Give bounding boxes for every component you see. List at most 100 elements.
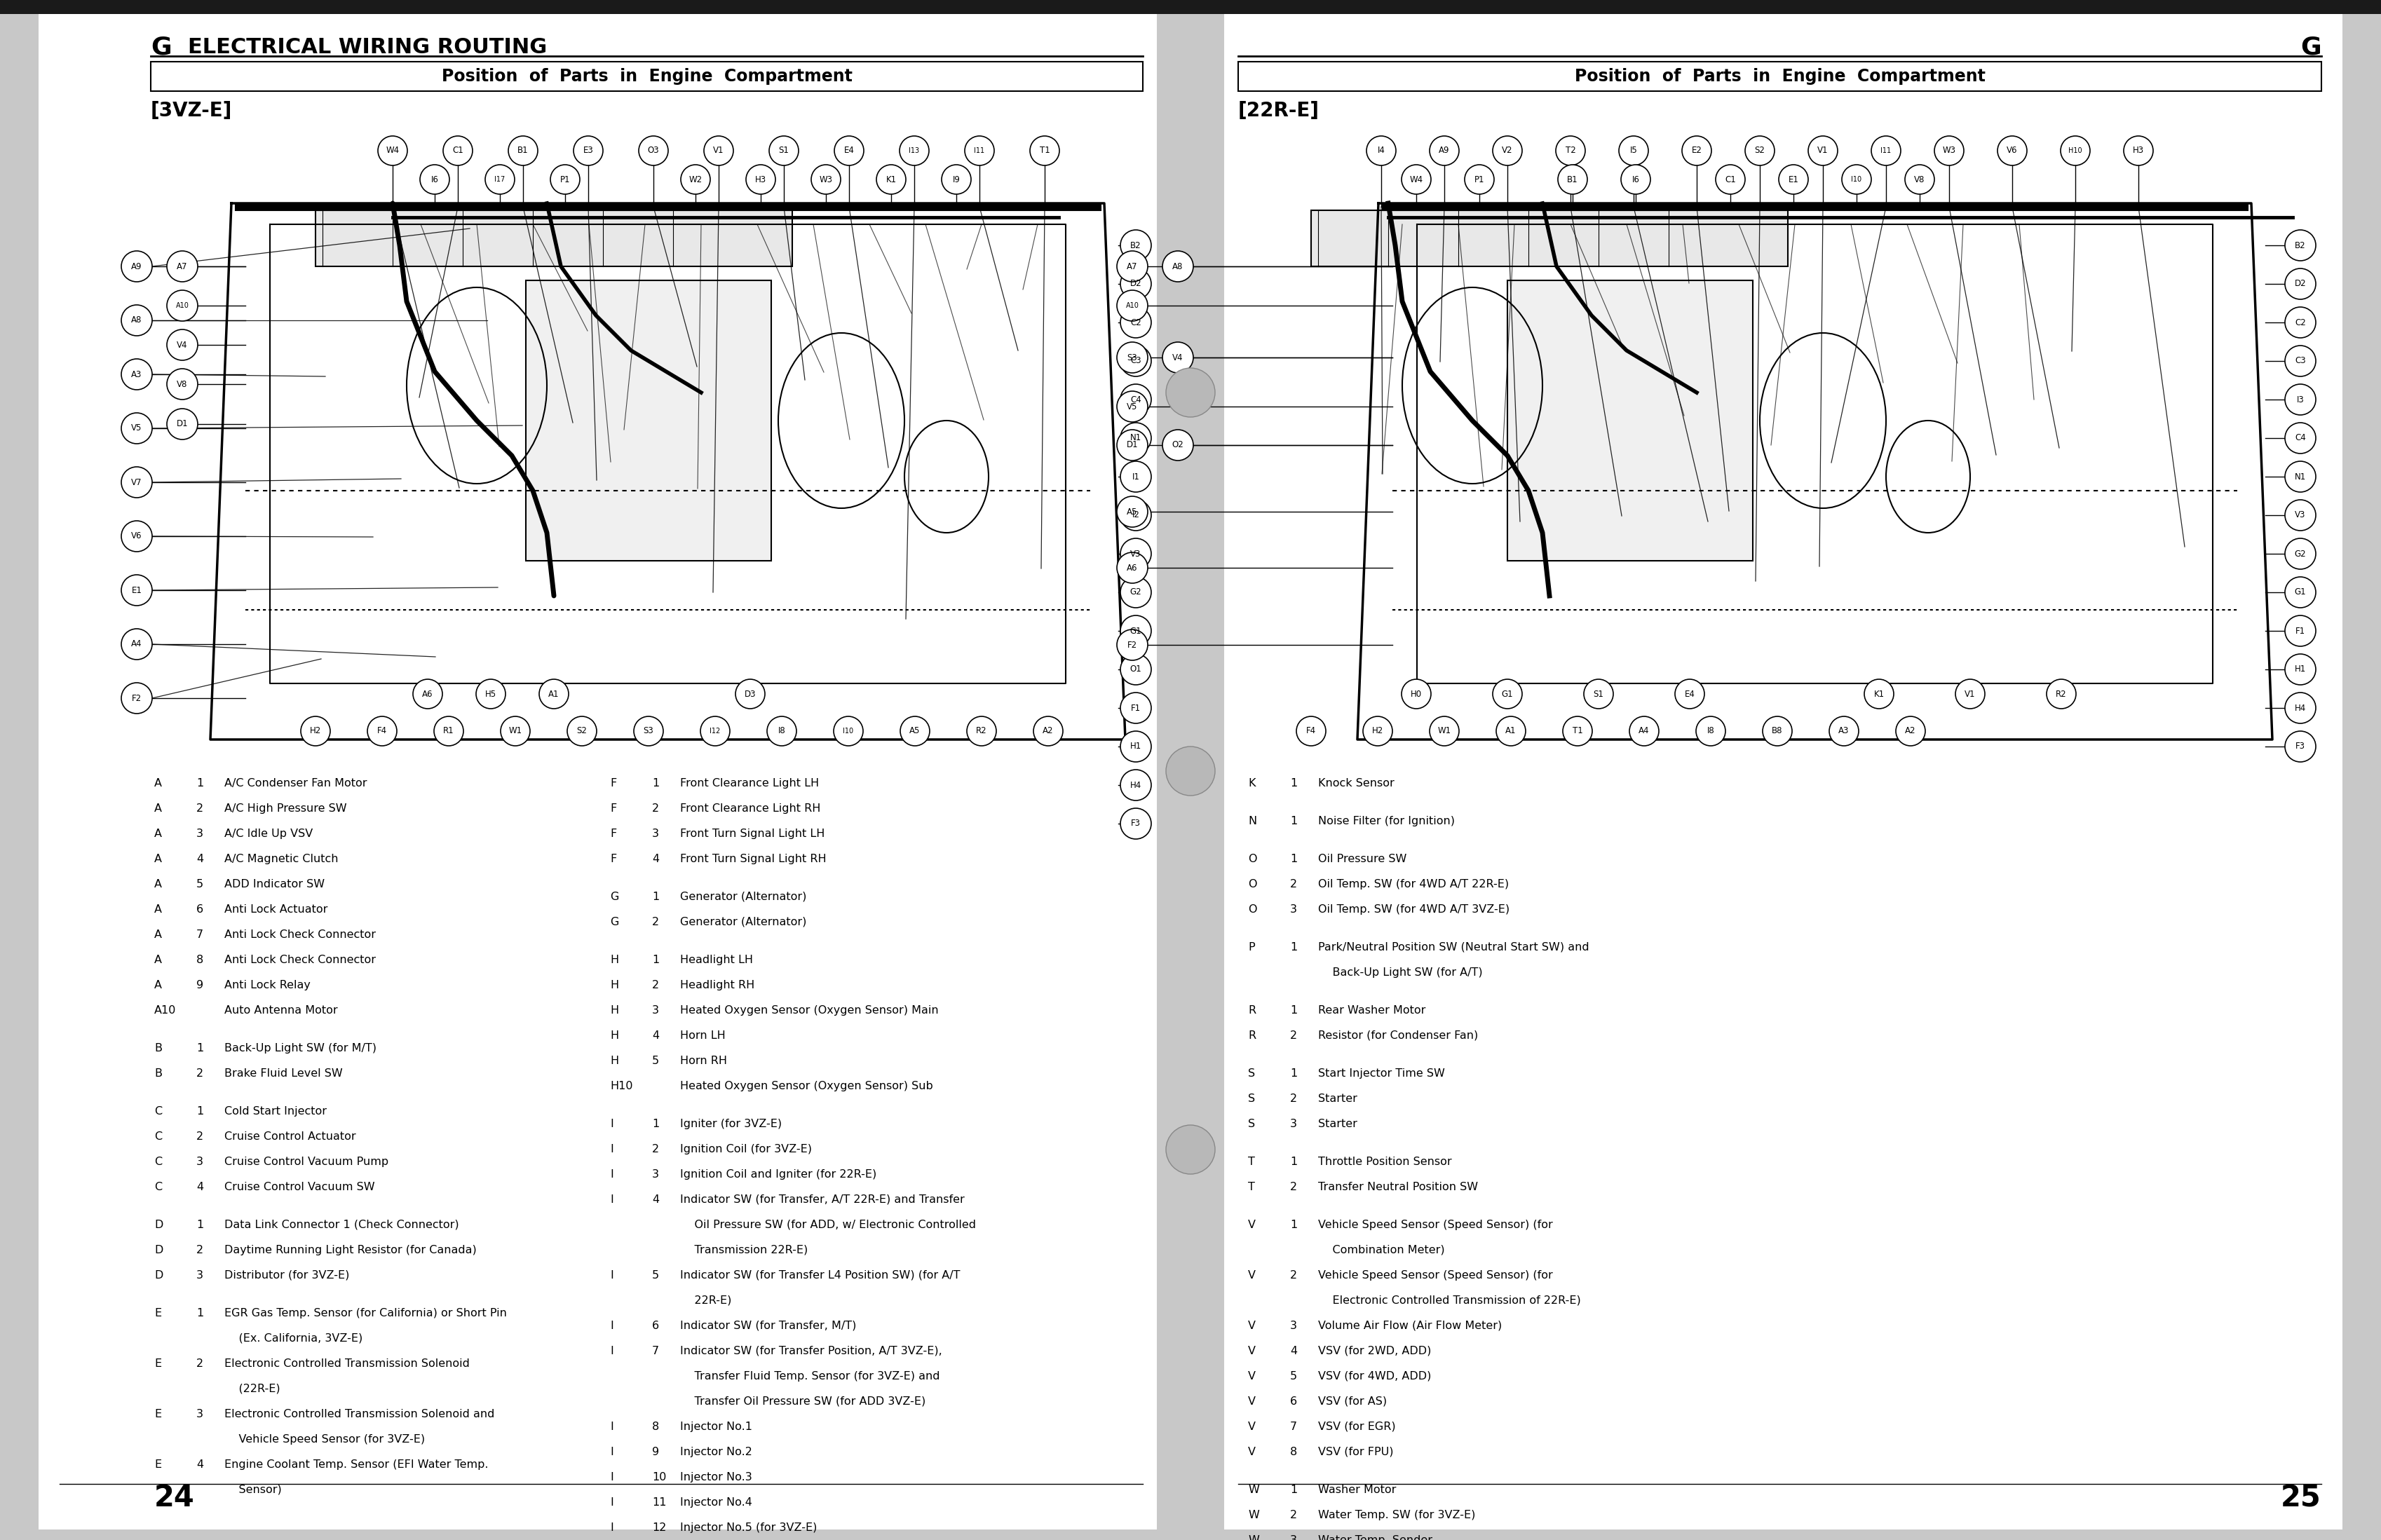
Text: P: P [1248,942,1255,953]
Text: F4: F4 [1307,727,1317,736]
Text: A: A [155,879,162,890]
Circle shape [1629,716,1660,745]
Text: D: D [155,1270,162,1281]
Text: Oil Temp. SW (for 4WD A/T 22R-E): Oil Temp. SW (for 4WD A/T 22R-E) [1319,879,1510,890]
Circle shape [1402,165,1431,194]
Text: F: F [610,778,617,788]
Circle shape [1864,679,1893,708]
Circle shape [1117,630,1148,661]
Text: A: A [155,853,162,864]
Text: D3: D3 [745,690,757,699]
Circle shape [638,136,669,165]
Text: V: V [1248,1321,1255,1331]
Text: P1: P1 [560,176,569,183]
Text: Distributor (for 3VZ-E): Distributor (for 3VZ-E) [224,1270,350,1281]
Text: H2: H2 [1371,727,1383,736]
Circle shape [507,136,538,165]
Circle shape [1495,716,1526,745]
Text: Front Clearance Light LH: Front Clearance Light LH [681,778,819,788]
Circle shape [1121,808,1152,839]
Text: I11: I11 [1881,148,1891,154]
Text: H10: H10 [2069,148,2083,154]
Text: Volume Air Flow (Air Flow Meter): Volume Air Flow (Air Flow Meter) [1319,1321,1502,1331]
Circle shape [1117,430,1148,460]
Circle shape [2124,136,2152,165]
Text: F1: F1 [1131,704,1140,713]
Circle shape [1745,136,1774,165]
Text: [3VZ-E]: [3VZ-E] [150,102,233,120]
Text: V6: V6 [131,531,143,541]
Circle shape [2286,539,2317,570]
Text: H0: H0 [1410,690,1421,699]
Text: Vehicle Speed Sensor (for 3VZ-E): Vehicle Speed Sensor (for 3VZ-E) [224,1434,424,1445]
Text: V2: V2 [1502,146,1512,156]
Circle shape [1121,383,1152,414]
Text: Headlight LH: Headlight LH [681,955,752,966]
Text: Position  of  Parts  in  Engine  Compartment: Position of Parts in Engine Compartment [440,68,852,85]
Text: E4: E4 [1683,690,1695,699]
Circle shape [1695,716,1726,745]
Circle shape [1117,251,1148,282]
Text: 1: 1 [1291,942,1298,953]
Circle shape [167,368,198,399]
Text: A3: A3 [1838,727,1850,736]
Text: Resistor (for Condenser Fan): Resistor (for Condenser Fan) [1319,1030,1479,1041]
Circle shape [500,716,531,745]
Text: B2: B2 [1131,240,1140,249]
FancyBboxPatch shape [1238,62,2321,91]
Circle shape [1807,136,1838,165]
Circle shape [767,716,798,745]
Text: T: T [1248,1157,1255,1167]
Text: 1: 1 [1291,1006,1298,1016]
Text: Heated Oxygen Sensor (Oxygen Sensor) Main: Heated Oxygen Sensor (Oxygen Sensor) Mai… [681,1006,938,1016]
Text: 4: 4 [195,1181,202,1192]
Text: Washer Motor: Washer Motor [1319,1485,1395,1495]
Circle shape [121,682,152,713]
Text: 1: 1 [1291,1220,1298,1230]
Text: 3: 3 [1291,1535,1298,1540]
Text: B8: B8 [1771,727,1783,736]
Text: C: C [155,1132,162,1141]
Text: A10: A10 [176,302,188,310]
Circle shape [1493,679,1521,708]
Text: Water Temp. Sender: Water Temp. Sender [1319,1535,1433,1540]
Text: O: O [1248,853,1257,864]
Text: Knock Sensor: Knock Sensor [1319,778,1395,788]
Text: C2: C2 [1131,317,1140,326]
Text: A8: A8 [1171,262,1183,271]
Circle shape [2286,578,2317,608]
Text: S: S [1248,1093,1255,1104]
Text: 3: 3 [195,829,202,839]
Text: Cruise Control Actuator: Cruise Control Actuator [224,1132,355,1141]
Circle shape [121,413,152,444]
Text: O: O [1248,904,1257,915]
Circle shape [833,136,864,165]
Text: (Ex. California, 3VZ-E): (Ex. California, 3VZ-E) [224,1334,362,1344]
Circle shape [1033,716,1062,745]
Circle shape [1933,136,1964,165]
Text: ELECTRICAL WIRING ROUTING: ELECTRICAL WIRING ROUTING [188,37,548,59]
Text: H: H [610,1055,619,1066]
Circle shape [412,679,443,708]
Text: E3: E3 [583,146,593,156]
Circle shape [1843,165,1871,194]
Text: C: C [155,1106,162,1116]
Text: Injector No.1: Injector No.1 [681,1421,752,1432]
Text: 2: 2 [1291,879,1298,890]
Text: Brake Fluid Level SW: Brake Fluid Level SW [224,1069,343,1080]
Text: I2: I2 [1131,511,1140,521]
Text: Data Link Connector 1 (Check Connector): Data Link Connector 1 (Check Connector) [224,1220,460,1230]
Text: D1: D1 [1126,440,1138,450]
Circle shape [2286,422,2317,453]
Text: VSV (for EGR): VSV (for EGR) [1319,1421,1395,1432]
Text: Indicator SW (for Transfer, M/T): Indicator SW (for Transfer, M/T) [681,1321,857,1331]
Circle shape [705,136,733,165]
Text: 2: 2 [195,804,202,813]
Text: I4: I4 [1376,146,1386,156]
Circle shape [1121,306,1152,337]
Text: 4: 4 [652,1030,660,1041]
Text: I13: I13 [910,148,919,154]
Text: 2: 2 [1291,1181,1298,1192]
Text: 11: 11 [652,1497,667,1508]
Text: H1: H1 [1131,742,1140,752]
